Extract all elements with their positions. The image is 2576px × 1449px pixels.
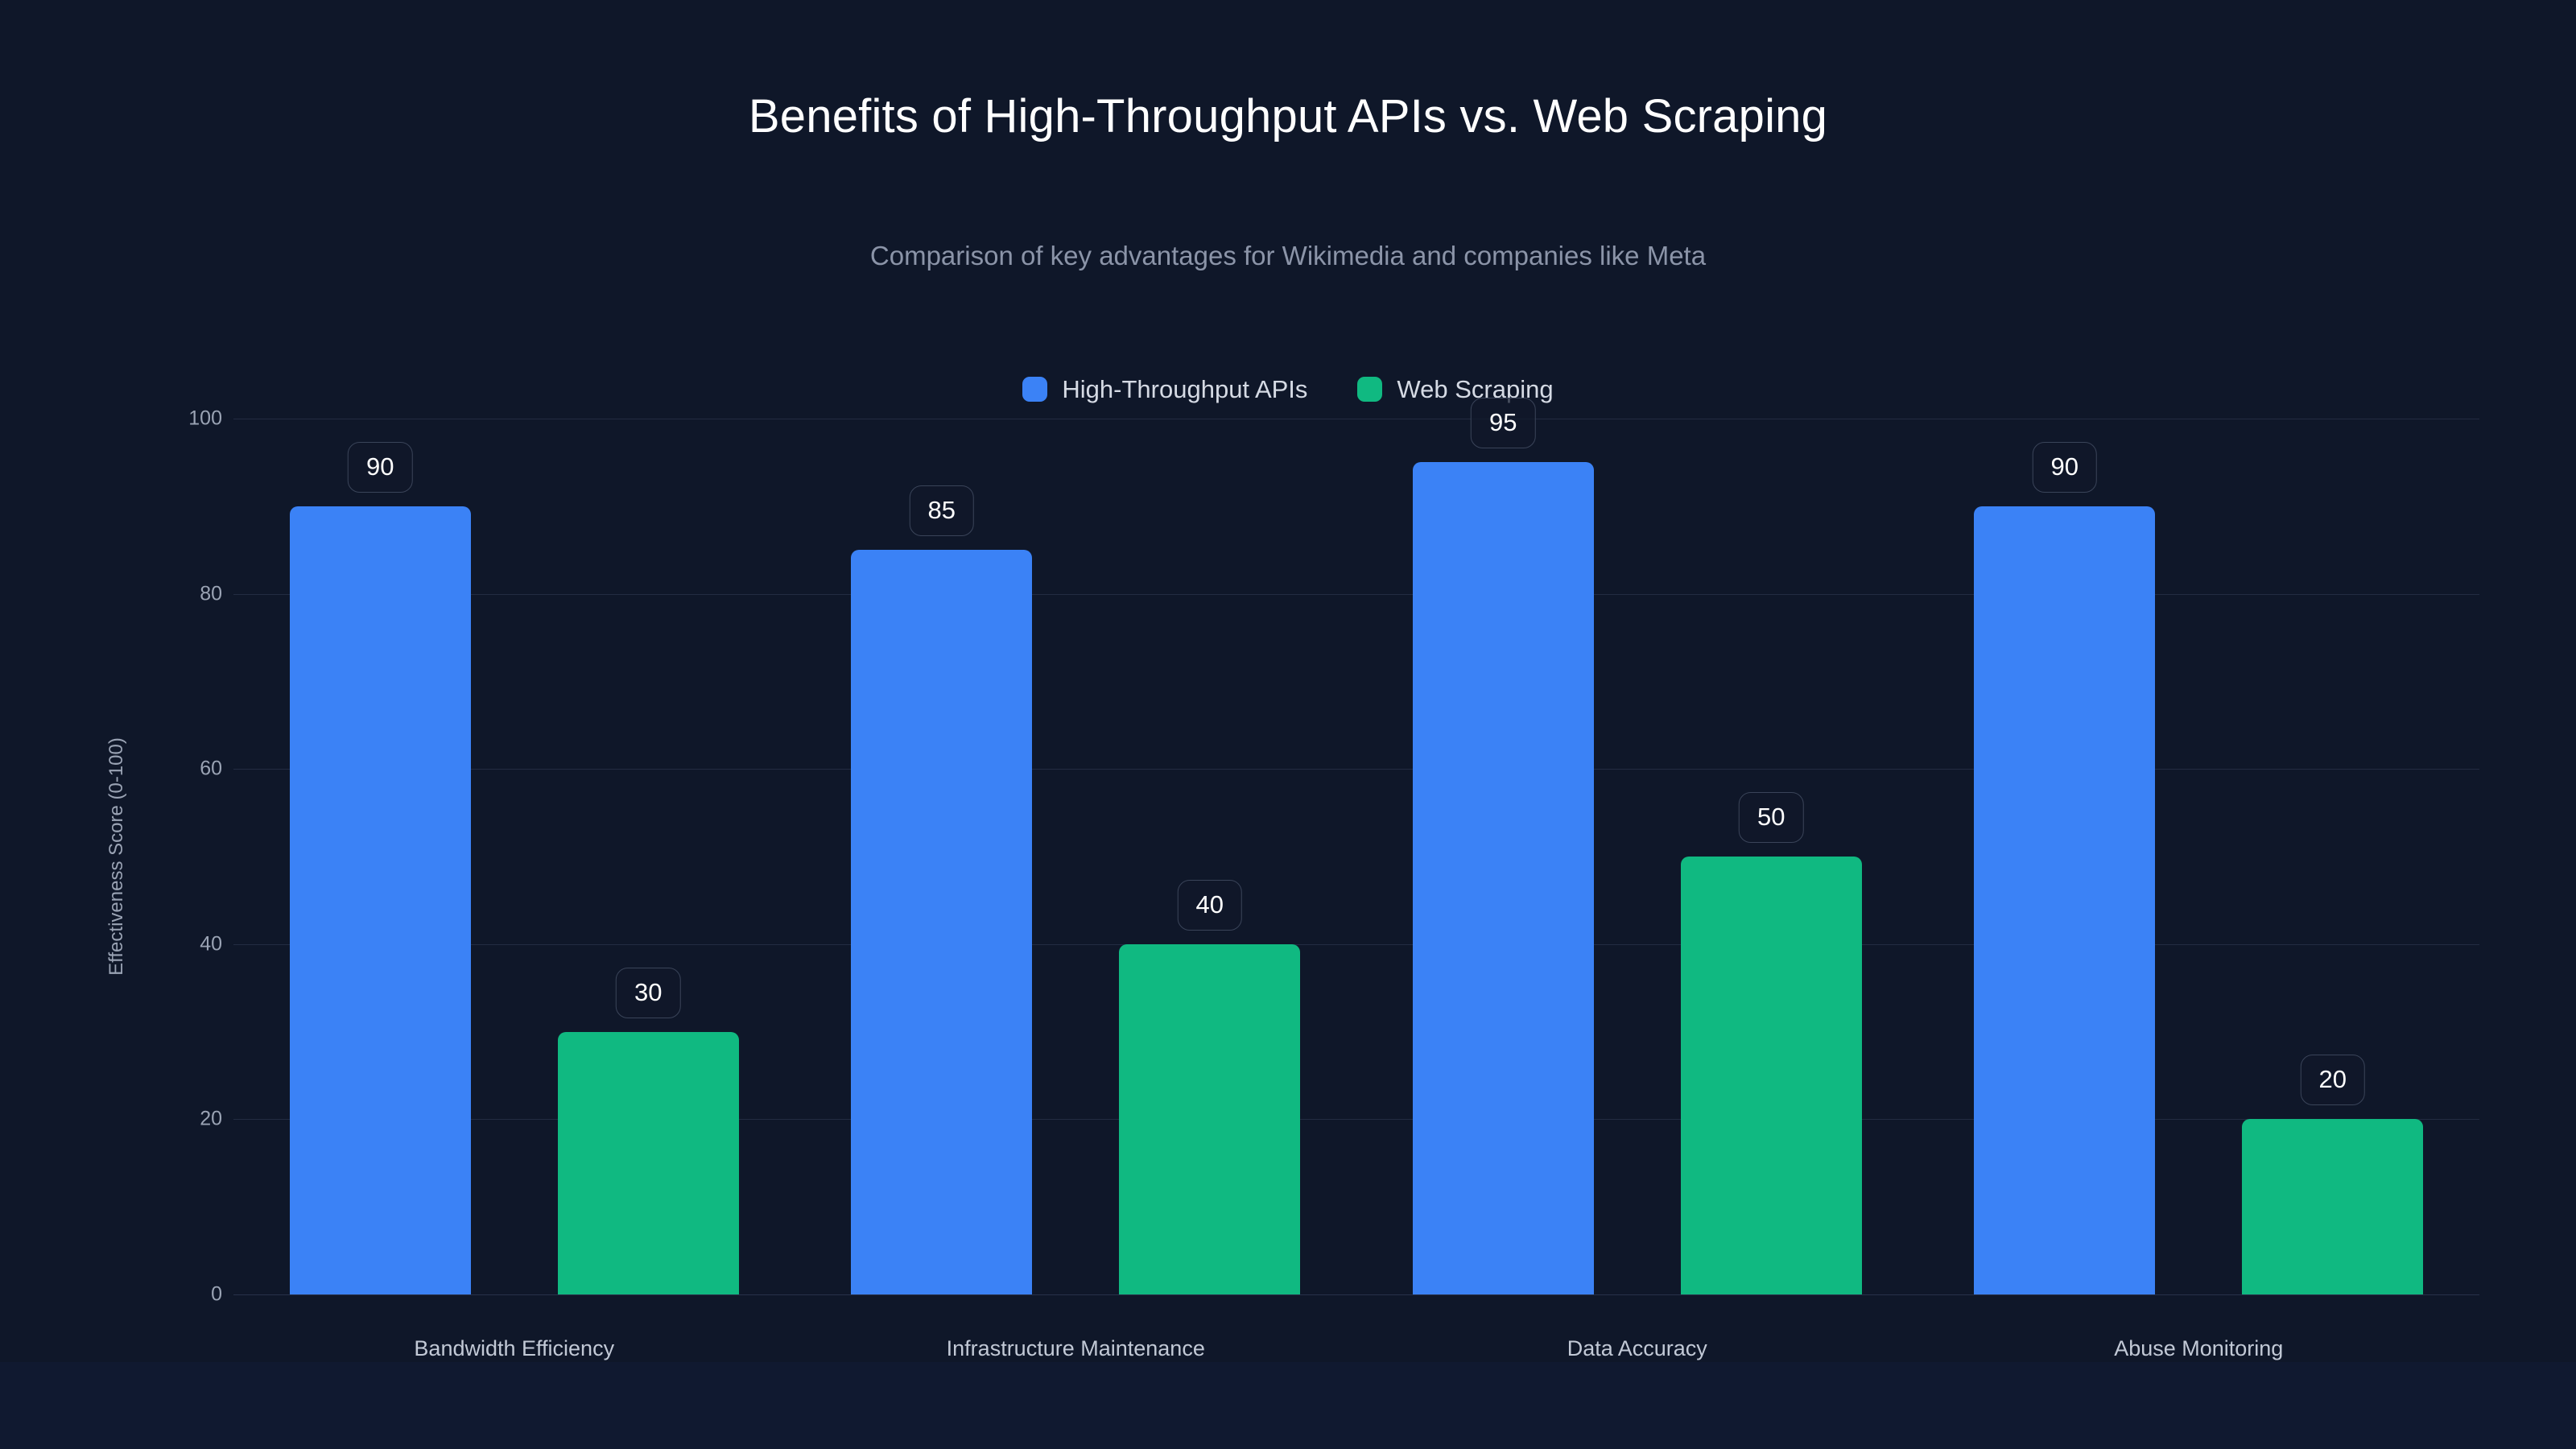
legend-item-web-scraping[interactable]: Web Scraping (1357, 374, 1554, 403)
bar[interactable] (289, 506, 471, 1294)
chart-title: Benefits of High-Throughput APIs vs. Web… (748, 90, 1828, 142)
bar[interactable] (851, 550, 1033, 1294)
chart-subtitle: Comparison of key advantages for Wikimed… (869, 241, 1707, 270)
bar-value-label: 40 (1177, 879, 1242, 931)
bar[interactable] (1974, 506, 2156, 1294)
x-axis-category-label: Data Accuracy (1567, 1336, 1707, 1360)
bar[interactable] (1119, 943, 1301, 1294)
bar[interactable] (2242, 1119, 2424, 1294)
y-axis-tick-label: 40 (200, 932, 222, 956)
bar-value-label: 30 (616, 967, 681, 1018)
gridline (233, 1119, 2479, 1121)
chart-legend: High-Throughput APIs Web Scraping (0, 373, 2576, 405)
legend-swatch-icon (1022, 376, 1048, 402)
bar-value-label: 95 (1471, 398, 1536, 449)
bar[interactable] (1680, 857, 1862, 1294)
x-axis-category-label: Abuse Monitoring (2114, 1336, 2284, 1360)
legend-label: Web Scraping (1397, 374, 1554, 403)
x-axis-category-label: Bandwidth Efficiency (414, 1336, 615, 1360)
bar[interactable] (557, 1031, 739, 1294)
plot-area: 0 20 40 60 80 100 (188, 408, 2479, 1304)
bar-value-label: 90 (348, 441, 413, 493)
x-axis-category-label: Infrastructure Maintenance (946, 1336, 1205, 1360)
bar-value-label: 90 (2032, 441, 2097, 493)
legend-swatch-icon (1357, 376, 1383, 402)
y-axis-title-text: Effectiveness Score (0-100) (105, 737, 128, 976)
y-axis-title: Effectiveness Score (0-100) (103, 419, 130, 1294)
gridline (233, 593, 2479, 595)
legend-item-high-throughput-apis[interactable]: High-Throughput APIs (1022, 374, 1308, 403)
gridline (233, 769, 2479, 770)
gridline (233, 1294, 2479, 1295)
y-axis-tick-label: 0 (211, 1282, 222, 1306)
y-axis-tick-label: 80 (200, 582, 222, 605)
legend-label: High-Throughput APIs (1062, 374, 1308, 403)
y-axis-tick-label: 100 (188, 407, 222, 430)
bar-value-label: 85 (909, 485, 974, 537)
bar[interactable] (1412, 462, 1594, 1294)
bar-value-label: 20 (2300, 1055, 2365, 1106)
y-axis-tick-label: 20 (200, 1107, 222, 1130)
footer-band (0, 1362, 2576, 1449)
gridline (233, 943, 2479, 945)
y-axis-tick-label: 60 (200, 757, 222, 780)
bar-value-label: 50 (1739, 792, 1804, 843)
